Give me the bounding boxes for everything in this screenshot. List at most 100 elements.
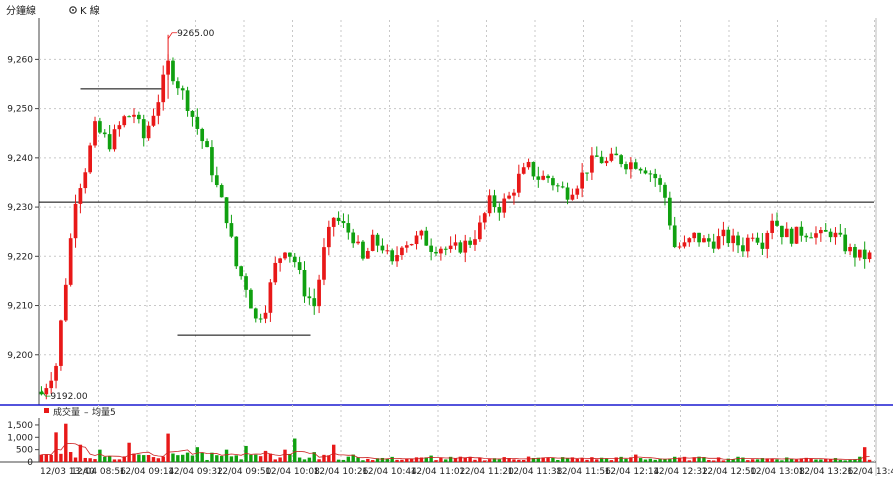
candle-body	[346, 223, 351, 233]
volume-bar	[346, 456, 351, 462]
volume-bar	[692, 457, 696, 462]
volume-bar	[848, 459, 852, 462]
candle-body	[229, 223, 234, 237]
candle-body	[565, 187, 570, 200]
candle-body	[63, 284, 68, 321]
candle-body	[697, 232, 701, 243]
candle-body	[482, 213, 487, 223]
candle-body	[146, 125, 151, 139]
candle-body	[775, 220, 779, 226]
volume-bar	[619, 456, 623, 462]
candle-body	[629, 162, 633, 170]
volume-bar	[234, 455, 238, 462]
candle-body	[429, 245, 433, 252]
candle-body	[594, 155, 599, 157]
candle-body	[385, 250, 390, 252]
volume-bar	[156, 458, 161, 462]
volume-ma-legend-label: 均量5	[92, 406, 116, 418]
volume-tick-label: 0	[27, 458, 33, 468]
volume-bar	[132, 453, 136, 462]
volume-bar	[215, 455, 219, 462]
candle-body	[857, 249, 862, 258]
volume-bar	[39, 454, 44, 462]
volume-bar	[487, 459, 492, 462]
candle-body	[512, 192, 516, 196]
gear-icon[interactable]	[69, 6, 77, 14]
candle-body	[838, 232, 843, 235]
candle-body	[117, 125, 122, 130]
volume-bar	[151, 457, 156, 462]
volume-bar	[565, 458, 570, 462]
candle-body	[351, 232, 356, 244]
volume-bar	[750, 459, 755, 462]
volume-bar	[98, 449, 102, 462]
volume-bar	[390, 456, 394, 462]
volume-bar	[687, 460, 692, 462]
volume-bar	[293, 438, 297, 462]
volume-bar	[468, 456, 472, 462]
candle-body	[190, 110, 195, 117]
candle-body	[585, 172, 589, 174]
candle-body	[448, 245, 453, 250]
time-label: 12/04 12:14	[605, 467, 660, 477]
volume-bar	[322, 454, 326, 462]
volume-bar	[599, 457, 604, 462]
candle-body	[624, 164, 628, 170]
volume-bar	[448, 456, 453, 462]
candle-body	[478, 222, 482, 240]
candle-body	[809, 237, 813, 239]
volume-bar	[517, 459, 521, 462]
candle-body	[54, 365, 58, 381]
volume-bar	[731, 459, 735, 462]
volume-bar	[716, 457, 721, 462]
candle-body	[263, 312, 268, 319]
volume-bar	[497, 459, 502, 462]
candle-body	[185, 90, 190, 111]
candle-body	[677, 246, 682, 248]
candle-body	[784, 228, 789, 238]
candle-body	[156, 102, 161, 116]
candle-body	[214, 175, 219, 186]
volume-bar	[146, 454, 151, 462]
volume-bar	[711, 460, 716, 462]
candle-body	[546, 175, 550, 179]
volume-bar	[478, 457, 482, 462]
price-axis-ticks: 9,200 9,210 9,220 9,230 9,240 9,250 9,260	[7, 55, 39, 361]
volume-bar	[414, 457, 419, 462]
candle-body	[804, 235, 809, 238]
candle-body	[151, 115, 156, 126]
time-label: 12/04 13:26	[799, 467, 854, 477]
volume-bar	[853, 459, 857, 462]
volume-bar	[161, 456, 165, 462]
candle-body	[609, 153, 614, 161]
volume-bar	[473, 459, 477, 462]
reference-lines	[39, 88, 874, 336]
kline-label[interactable]: K 線	[80, 4, 100, 17]
candle-body	[171, 60, 175, 82]
candle-body	[794, 226, 799, 244]
price-tick-label: 9,220	[7, 252, 33, 262]
volume-bar	[190, 455, 195, 462]
grid	[39, 20, 876, 462]
candles	[39, 54, 872, 400]
volume-bar	[93, 459, 97, 462]
candle-body	[68, 238, 73, 285]
low-label: 9192.00	[50, 392, 87, 402]
candle-body	[750, 237, 755, 239]
candle-body	[273, 262, 278, 283]
time-label: 12/04 11:38	[508, 467, 563, 477]
candle-body	[370, 234, 375, 251]
candle-body	[102, 132, 107, 135]
candle-body	[253, 308, 258, 319]
candle-body	[419, 230, 424, 236]
volume-bar	[263, 450, 268, 462]
period-label[interactable]: 分鐘線	[6, 4, 36, 17]
candle-body	[633, 162, 638, 169]
volume-bar	[307, 457, 312, 462]
candle-body	[175, 81, 180, 89]
volume-bar	[804, 457, 808, 462]
candle-body	[88, 145, 93, 173]
candle-body	[853, 246, 857, 258]
candle-body	[458, 242, 463, 253]
